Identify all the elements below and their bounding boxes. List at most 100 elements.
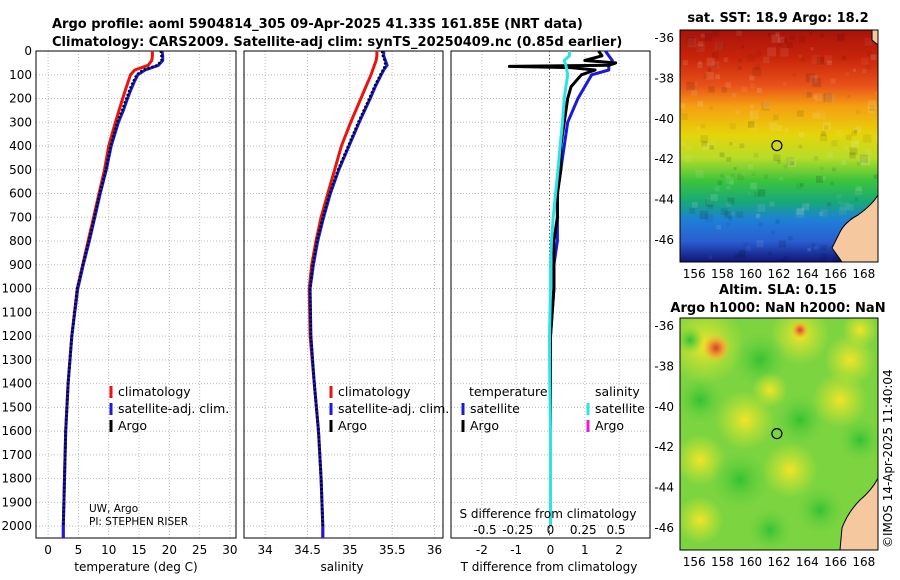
sst-pixel [738,58,742,63]
depth-tick-label: 900 [9,258,32,272]
sst-pixel [862,68,867,73]
sst-pixel [749,75,755,81]
sst-pixel [689,207,696,214]
sst-pixel [778,240,786,248]
lon-tick-label: 166 [824,267,847,281]
depth-tick-label: 1900 [1,495,32,509]
sst-pixel [876,129,878,138]
sst-pixel [692,202,698,208]
sst-pixel [876,135,878,145]
sla-map-panel: Altim. SLA: 0.15 Argo h1000: NaN h2000: … [654,283,885,569]
sst-pixel [845,203,853,211]
sst-pixel [728,216,733,221]
sst-pixel [811,55,821,64]
sst-pixel [710,194,718,202]
sst-pixel [750,123,758,131]
sst-pixel [824,93,834,103]
sst-pixel [856,185,862,191]
sst-pixel [714,41,724,51]
sst-pixel [810,47,814,51]
sst-pixel [844,146,849,150]
sst-pixel [756,87,762,93]
sst-map-frame [679,29,879,263]
legend-argo-label: Argo [338,418,367,433]
sst-pixel [858,158,865,165]
salinity-panel: 34 34.5 35 35.5 36 salinity climatology sate… [243,50,449,574]
sst-pixel [729,142,733,146]
sst-pixel [726,156,732,162]
lat-tick-label: -46 [654,233,674,247]
sla-blob [838,418,878,462]
sst-pixel [695,169,704,178]
temperature-tick-label: 25 [192,543,207,557]
sst-pixel [768,251,773,256]
sst-pixel [745,245,752,251]
sla-blob [702,334,730,362]
sst-pixel [779,176,784,181]
sst-pixel [741,45,745,49]
temperature-panel: 0100200300400500600700800900100011001200… [1,44,237,574]
sst-pixel [702,143,710,151]
lat-tick-label: -38 [654,359,674,373]
sst-pixel [848,204,855,211]
depth-tick-label: 1200 [1,329,32,343]
sst-pixel [798,54,802,58]
sst-pixel [820,209,828,217]
difference-t-tick-label: 0 [547,543,555,557]
sst-pixel [686,81,695,91]
lon-tick-label: 164 [796,555,819,569]
legend-satellite-label: satellite-adj. clim. [338,401,449,416]
sst-pixel [836,194,842,199]
sst-pixel [737,173,744,180]
sst-pixel [763,56,770,64]
sst-pixel [763,102,770,110]
salinity-tick-label: 34 [258,543,273,557]
sst-pixel [830,78,836,84]
sst-pixel [806,92,812,98]
sst-pixel [684,154,693,163]
difference-panel: -2 -1 0 1 2 -0.5 -0.25 0 0.25 0.5 T difference f… [450,50,651,574]
sla-field [680,318,878,550]
sla-lon-tick-labels: 156 158 160 162 164 166 168 [683,555,876,569]
sst-field [680,30,878,262]
sst-pixel [873,174,878,179]
depth-tick-label: 1000 [1,282,32,296]
sst-pixel [781,38,788,44]
sst-pixel [712,64,717,69]
sst-map-panel: sat. SST: 18.9 Argo: 18.2 156 158 160 162 16… [654,11,879,281]
sla-blob [752,372,788,408]
difference-legend: temperature satellite Argo salinity sate… [461,384,645,433]
sst-pixel [769,122,777,131]
depth-tick-label: 1300 [1,353,32,367]
sst-pixel [831,140,838,147]
sst-pixel [755,51,762,58]
sst-pixel [855,187,863,195]
sst-pixel [780,48,789,57]
sst-pixel [751,172,756,177]
temperature-tick-label: 30 [222,543,237,557]
sst-pixel [799,36,806,44]
sst-pixel [694,81,698,86]
sst-pixel [795,208,805,218]
sst-pixel [851,130,857,136]
sst-pixel [827,60,832,66]
sst-pixel [752,67,762,77]
sst-pixel [749,110,759,120]
sst-pixel [845,72,850,77]
sst-pixel [687,38,697,48]
sst-pixel [866,65,872,70]
sst-pixel [681,113,688,120]
salinity-grid [244,50,443,538]
difference-series-2 [548,51,571,527]
depth-tick-label: 600 [9,187,32,201]
difference-s-tick-label: -0.5 [473,523,496,537]
lon-tick-label: 164 [796,267,819,281]
sst-pixel [720,173,724,178]
sla-lat-tick-labels: -36 -38 -40 -42 -44 -46 [654,319,674,535]
lon-tick-label: 158 [711,267,734,281]
sst-pixel [733,167,737,171]
sst-pixel [753,152,759,158]
depth-tick-label: 400 [9,139,32,153]
sst-pixel [861,57,869,65]
